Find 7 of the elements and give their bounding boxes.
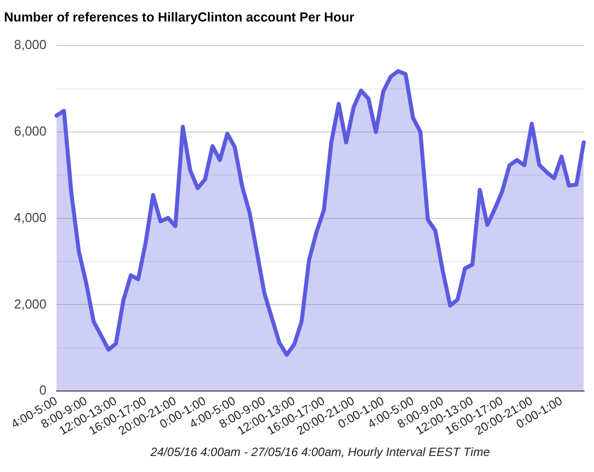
y-tick-label: 8,000: [14, 37, 47, 52]
chart-title: Number of references to HillaryClinton account Per Hour: [4, 9, 354, 24]
y-tick-label: 6,000: [14, 124, 47, 139]
y-tick-label: 2,000: [14, 296, 47, 312]
y-tick-label: 4,000: [14, 210, 47, 225]
x-axis-title: 24/05/16 4:00am - 27/05/16 4:00am, Hourly Interval EEST Time: [149, 445, 490, 460]
y-tick-label: 0: [39, 382, 47, 398]
